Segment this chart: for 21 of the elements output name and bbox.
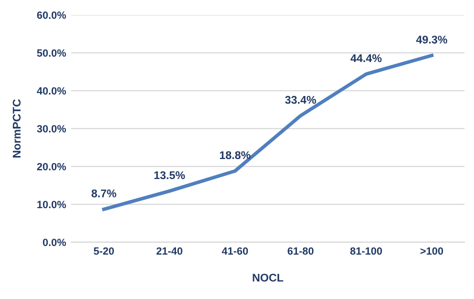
data-label: 18.8% bbox=[220, 151, 250, 160]
y-tick-label: 10.0% bbox=[37, 200, 66, 208]
data-label: 49.3% bbox=[416, 36, 448, 44]
x-tick-label: 41-60 bbox=[222, 247, 248, 255]
x-axis-title: NOCL bbox=[252, 274, 284, 282]
data-label: 44.4% bbox=[350, 54, 382, 62]
data-label: 8.7% bbox=[92, 189, 116, 198]
x-tick-label: >100 bbox=[420, 247, 444, 255]
y-tick-label: 40.0% bbox=[36, 87, 66, 95]
data-label: 13.5% bbox=[154, 171, 185, 180]
y-tick-label: 20.0% bbox=[37, 162, 66, 170]
data-label: 33.4% bbox=[285, 96, 316, 104]
y-axis-title: NormPCTC bbox=[12, 99, 21, 158]
x-tick-label: 21-40 bbox=[156, 247, 182, 255]
y-tick-label: 50.0% bbox=[37, 49, 66, 57]
y-tick-label: 30.0% bbox=[36, 125, 66, 132]
y-tick-label: 60.0% bbox=[37, 11, 66, 19]
x-tick-label: 81-100 bbox=[350, 247, 382, 255]
x-tick-label: 5-20 bbox=[94, 247, 114, 255]
x-tick-label: 61-80 bbox=[288, 247, 314, 255]
y-tick-label: 0.0% bbox=[42, 238, 66, 246]
